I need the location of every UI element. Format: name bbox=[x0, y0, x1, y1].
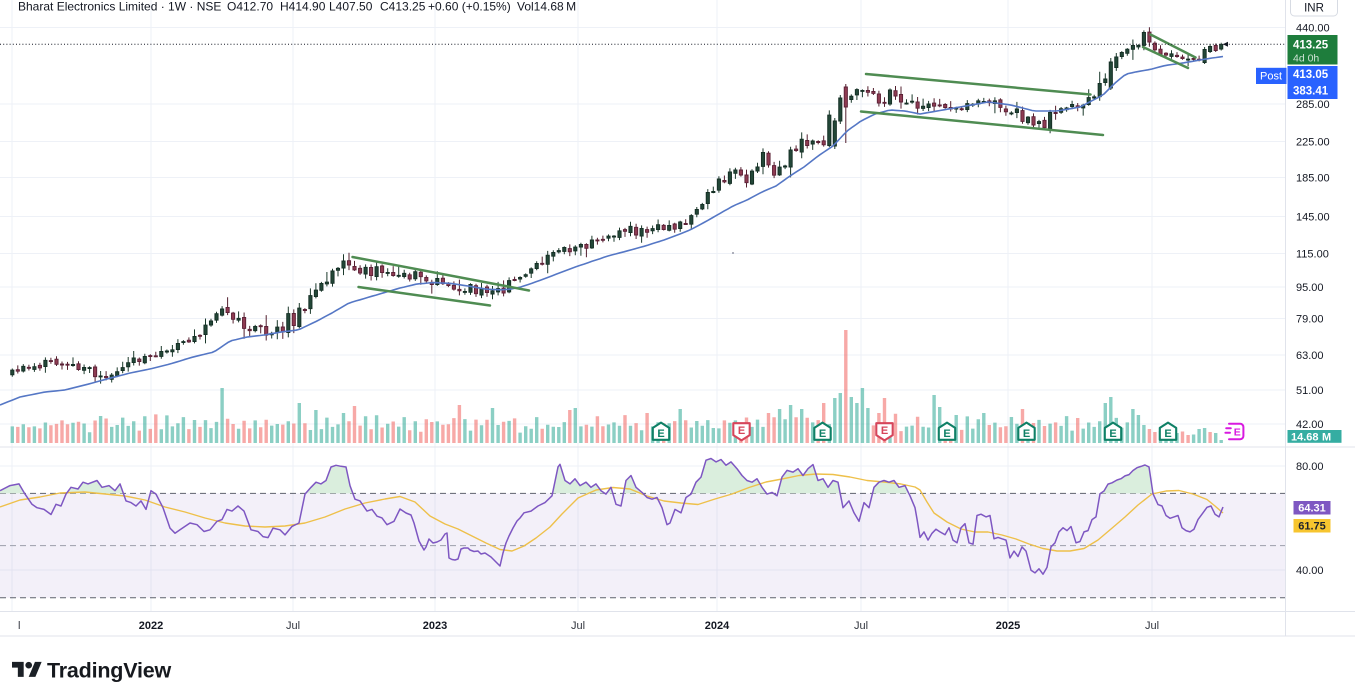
svg-text:115.00: 115.00 bbox=[1296, 248, 1329, 260]
svg-text:E: E bbox=[657, 428, 664, 440]
svg-text:413.05: 413.05 bbox=[1293, 69, 1329, 81]
svg-text:2025: 2025 bbox=[996, 620, 1020, 632]
svg-text:C413.25: C413.25 bbox=[380, 0, 426, 14]
svg-text:Post: Post bbox=[1260, 71, 1282, 83]
svg-text:E: E bbox=[819, 428, 826, 440]
svg-text:51.00: 51.00 bbox=[1296, 385, 1324, 397]
svg-text:383.41: 383.41 bbox=[1293, 86, 1329, 98]
svg-text:285.00: 285.00 bbox=[1296, 99, 1330, 111]
svg-text:INR: INR bbox=[1304, 3, 1324, 15]
svg-text:Jul: Jul bbox=[571, 620, 585, 632]
svg-text:E: E bbox=[738, 425, 745, 437]
svg-text:145.00: 145.00 bbox=[1296, 211, 1330, 223]
svg-text:E: E bbox=[1164, 428, 1171, 440]
svg-text:4d 0h: 4d 0h bbox=[1293, 53, 1319, 65]
svg-text:E: E bbox=[943, 428, 950, 440]
svg-text:2024: 2024 bbox=[705, 620, 730, 632]
svg-text:TradingView: TradingView bbox=[47, 659, 172, 683]
svg-text:440.00: 440.00 bbox=[1296, 22, 1330, 34]
svg-text:l: l bbox=[18, 620, 20, 632]
svg-text:95.00: 95.00 bbox=[1296, 282, 1324, 294]
svg-text:40.00: 40.00 bbox=[1296, 565, 1324, 577]
svg-text:2022: 2022 bbox=[139, 620, 163, 632]
svg-text:Jul: Jul bbox=[854, 620, 868, 632]
svg-text:2023: 2023 bbox=[423, 620, 447, 632]
svg-text:E: E bbox=[881, 425, 888, 437]
svg-text:413.25: 413.25 bbox=[1293, 39, 1329, 51]
svg-text:Bharat Electronics Limited · 1: Bharat Electronics Limited · 1W · NSE bbox=[18, 0, 221, 14]
svg-text:225.00: 225.00 bbox=[1296, 136, 1330, 148]
svg-text:M: M bbox=[1322, 431, 1331, 443]
svg-text:79.00: 79.00 bbox=[1296, 313, 1324, 325]
svg-text:H414.90: H414.90 bbox=[280, 0, 326, 14]
svg-text:63.00: 63.00 bbox=[1296, 350, 1324, 362]
svg-text:185.00: 185.00 bbox=[1296, 172, 1330, 184]
svg-text:14.68: 14.68 bbox=[1291, 431, 1319, 443]
svg-text:E: E bbox=[1023, 428, 1030, 440]
svg-text:Jul: Jul bbox=[286, 620, 300, 632]
svg-text:80.00: 80.00 bbox=[1296, 461, 1324, 473]
svg-text:E: E bbox=[1109, 428, 1116, 440]
svg-text:O412.70: O412.70 bbox=[227, 0, 273, 14]
svg-text:64.31: 64.31 bbox=[1298, 503, 1326, 515]
svg-text:+0.60 (+0.15%): +0.60 (+0.15%) bbox=[428, 0, 511, 14]
svg-text:Vol14.68 M: Vol14.68 M bbox=[517, 0, 576, 14]
svg-text:L407.50: L407.50 bbox=[329, 0, 373, 14]
svg-text:Jul: Jul bbox=[1145, 620, 1159, 632]
svg-text:42.00: 42.00 bbox=[1296, 419, 1324, 431]
svg-text:E: E bbox=[1234, 426, 1241, 438]
svg-text:61.75: 61.75 bbox=[1298, 521, 1326, 533]
